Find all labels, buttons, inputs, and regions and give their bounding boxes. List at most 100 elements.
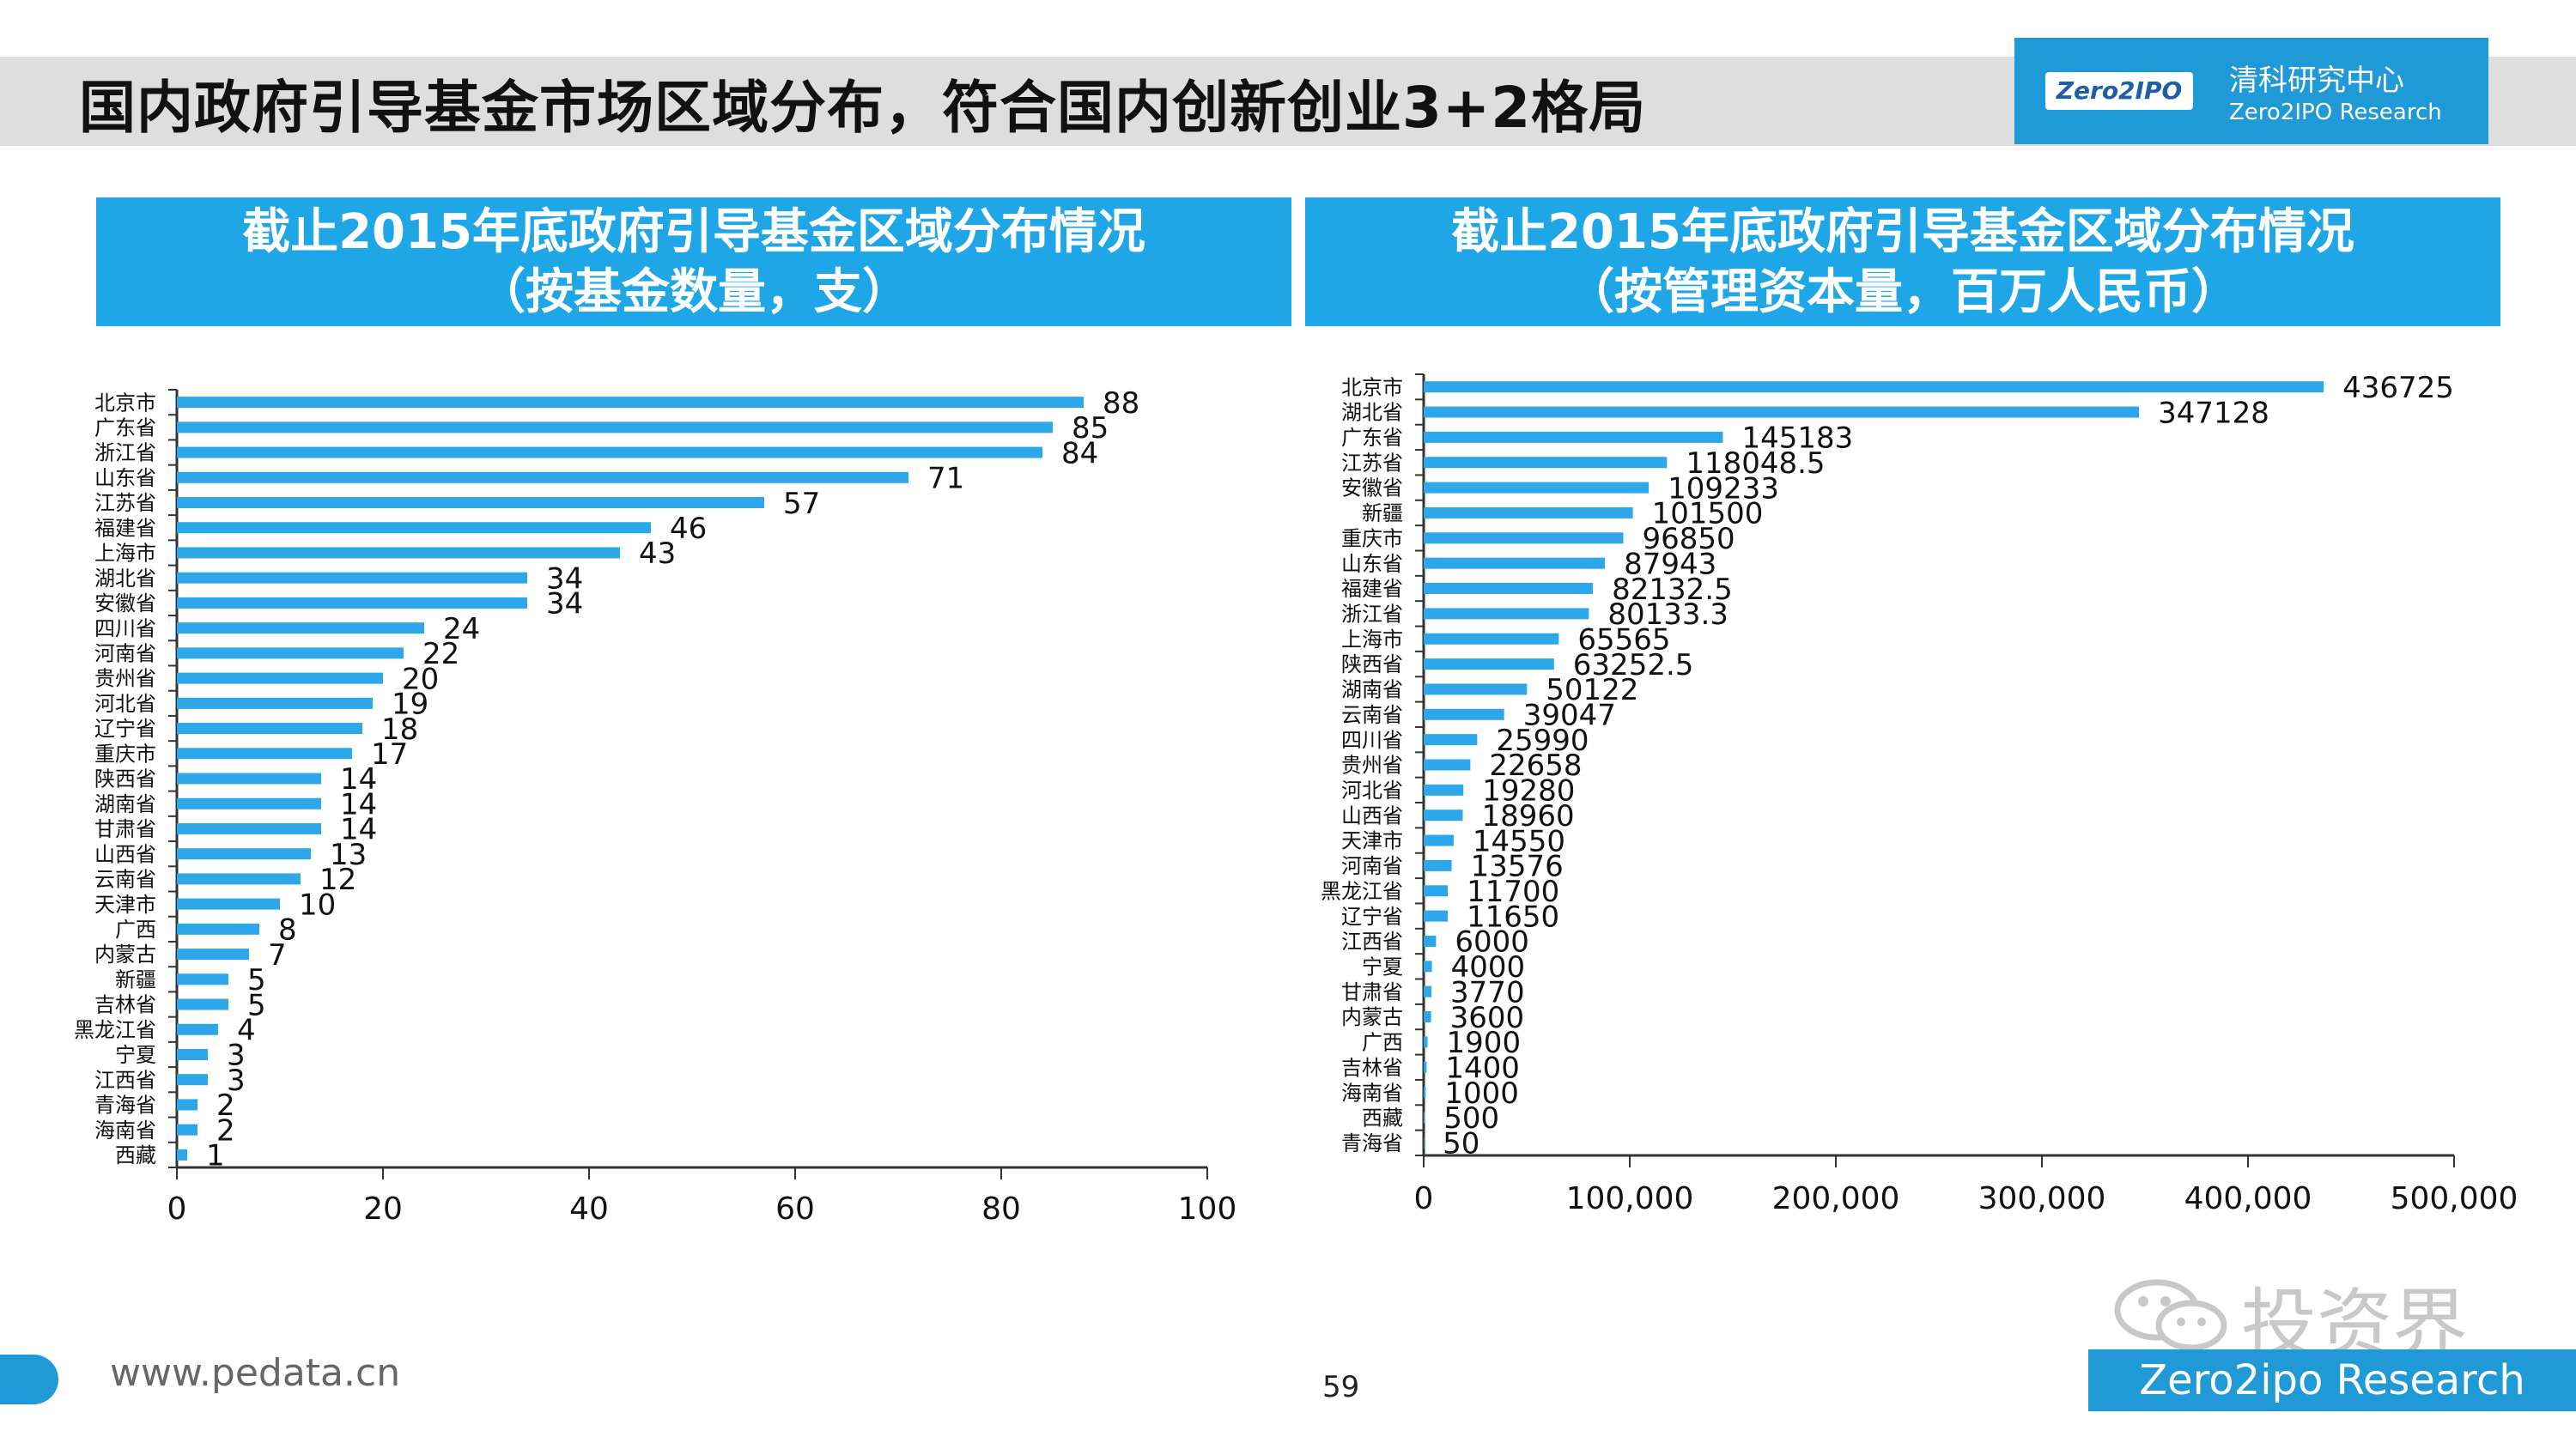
left-category-label: 内蒙古	[94, 943, 156, 967]
footer-tab	[0, 1355, 58, 1404]
left-bar	[177, 848, 311, 860]
left-category-label: 江西省	[94, 1068, 156, 1092]
left-value-label: 13	[330, 838, 367, 872]
right-category-label: 山西省	[1341, 803, 1403, 828]
right-bar	[1424, 557, 1606, 569]
left-bar	[177, 572, 527, 584]
left-x-tick-label: 80	[981, 1191, 1021, 1227]
right-category-label: 湖南省	[1341, 678, 1403, 702]
right-x-tick-label: 0	[1414, 1181, 1434, 1216]
left-category-label: 山西省	[94, 842, 156, 866]
right-x-tick-label: 200,000	[1772, 1181, 1900, 1216]
right-value-label: 1000	[1444, 1076, 1519, 1111]
right-x-tick-label: 400,000	[2184, 1181, 2312, 1216]
left-category-label: 青海省	[94, 1094, 156, 1118]
left-bar	[177, 1023, 218, 1035]
left-bar	[177, 522, 651, 534]
right-bar	[1424, 910, 1448, 922]
right-bar	[1424, 734, 1478, 746]
left-chart-title: 截止2015年底政府引导基金区域分布情况	[242, 204, 1145, 260]
right-bar	[1424, 1137, 1425, 1149]
right-bar	[1424, 608, 1589, 620]
right-bar	[1424, 457, 1668, 469]
left-category-label: 山东省	[94, 466, 156, 490]
right-value-label: 39047	[1523, 699, 1616, 733]
left-bar	[177, 873, 301, 885]
right-value-label: 96850	[1642, 522, 1735, 556]
left-value-label: 12	[319, 863, 356, 897]
right-category-label: 西藏	[1362, 1106, 1403, 1131]
brand-name-cn: 清科研究中心	[2229, 64, 2404, 98]
left-value-label: 24	[443, 612, 480, 646]
right-bar	[1424, 985, 1432, 997]
left-bar	[177, 672, 383, 684]
left-bar	[177, 597, 527, 609]
left-bar	[177, 497, 764, 509]
right-value-label: 145183	[1741, 421, 1853, 456]
right-bar	[1424, 1061, 1427, 1073]
right-value-label: 18960	[1482, 799, 1575, 834]
left-category-label: 海南省	[94, 1119, 156, 1143]
left-value-label: 3	[227, 1064, 246, 1098]
right-bar	[1424, 885, 1449, 897]
left-value-label: 88	[1103, 386, 1139, 421]
wechat-icon	[2114, 1279, 2227, 1351]
left-value-label: 17	[371, 737, 408, 772]
right-value-label: 22658	[1489, 749, 1582, 783]
left-category-label: 重庆市	[94, 742, 156, 766]
right-bar-chart: 北京市 436725 湖北省 347128 广东省 145183 江苏省 118048.5 安徽…	[1321, 371, 2518, 1216]
right-value-label: 13576	[1471, 850, 1564, 884]
right-category-label: 广西	[1362, 1031, 1403, 1055]
left-value-label: 19	[392, 688, 428, 722]
right-category-label: 青海省	[1341, 1131, 1403, 1155]
right-bar	[1424, 532, 1624, 544]
right-category-label: 陕西省	[1341, 652, 1403, 676]
left-bar	[177, 723, 362, 735]
right-category-label: 河北省	[1341, 779, 1403, 803]
left-x-tick-label: 0	[167, 1191, 187, 1227]
right-value-label: 1900	[1447, 1026, 1522, 1060]
right-bar	[1424, 759, 1471, 771]
left-value-label: 46	[670, 512, 707, 546]
left-value-label: 20	[402, 662, 439, 696]
right-value-label: 3600	[1450, 1001, 1525, 1035]
left-x-tick-label: 100	[1178, 1191, 1237, 1227]
right-category-label: 河南省	[1341, 854, 1403, 878]
left-category-label: 河北省	[94, 692, 156, 716]
left-value-label: 43	[639, 537, 676, 571]
right-value-label: 80133.3	[1607, 597, 1728, 632]
left-category-label: 福建省	[94, 516, 156, 540]
right-category-label: 安徽省	[1341, 476, 1403, 500]
left-category-label: 云南省	[94, 868, 156, 892]
footer-brand: Zero2ipo Research	[2088, 1349, 2576, 1411]
right-bar	[1424, 834, 1454, 846]
left-value-label: 4	[237, 1013, 256, 1047]
left-category-label: 湖北省	[94, 567, 156, 591]
right-value-label: 14550	[1473, 824, 1565, 858]
brand-name-en: Zero2IPO Research	[2229, 100, 2442, 125]
right-value-label: 436725	[2342, 371, 2454, 405]
right-category-label: 新疆	[1362, 501, 1403, 525]
right-category-label: 江苏省	[1341, 451, 1403, 475]
left-bar	[177, 773, 321, 785]
right-chart-title: 截止2015年底政府引导基金区域分布情况	[1451, 204, 2354, 260]
right-category-label: 辽宁省	[1341, 905, 1403, 929]
right-bar	[1424, 658, 1554, 670]
left-value-label: 5	[247, 963, 266, 997]
left-value-label: 84	[1061, 436, 1098, 470]
right-value-label: 63252.5	[1573, 648, 1694, 682]
footer-url[interactable]: www.pedata.cn	[110, 1351, 401, 1395]
right-category-label: 内蒙古	[1341, 1005, 1403, 1029]
left-x-tick-label: 60	[775, 1191, 815, 1227]
right-category-label: 浙江省	[1341, 603, 1403, 627]
left-category-label: 贵州省	[94, 667, 156, 691]
left-value-label: 3	[227, 1039, 246, 1073]
right-category-label: 江西省	[1341, 930, 1403, 954]
right-category-label: 上海市	[1341, 627, 1403, 652]
brand-logo: Zero2IPO	[2045, 72, 2193, 110]
right-category-label: 重庆市	[1341, 526, 1403, 550]
right-bar	[1424, 935, 1437, 947]
left-category-label: 安徽省	[94, 591, 156, 615]
left-category-label: 陕西省	[94, 767, 156, 791]
